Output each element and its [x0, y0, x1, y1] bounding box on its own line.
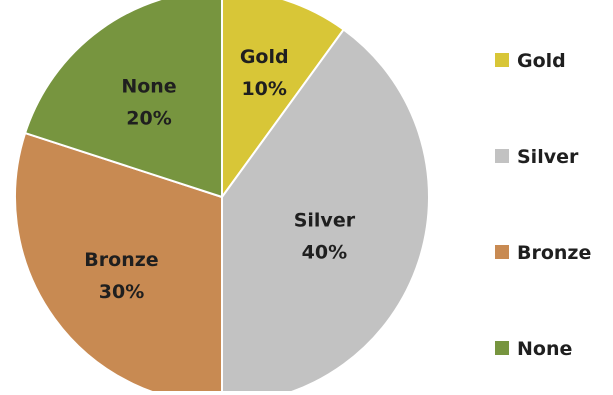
- legend-swatch-bronze: [495, 245, 509, 259]
- slice-label-bronze-value: 30%: [99, 281, 144, 303]
- pie-slice-bronze: [14, 131, 223, 395]
- slice-label-none-value: 20%: [126, 108, 171, 130]
- legend-label-gold: Gold: [517, 50, 566, 72]
- legend-swatch-gold: [495, 53, 509, 67]
- slice-label-gold-name: Gold: [240, 46, 289, 68]
- pie-slice-gold: [221, 0, 346, 201]
- pie-slice-none: [23, 0, 223, 199]
- slice-label-silver-value: 40%: [302, 241, 347, 263]
- slice-label-bronze-name: Bronze: [84, 249, 158, 271]
- slice-label-gold-value: 10%: [241, 78, 286, 100]
- pie-slices: [14, 0, 430, 395]
- legend-label-none: None: [517, 338, 572, 360]
- slice-label-none-name: None: [121, 76, 176, 98]
- legend-label-bronze: Bronze: [517, 242, 591, 264]
- pie-slice-labels: Gold 10% Silver 40% Bronze 30% None 20%: [84, 46, 355, 303]
- slice-label-silver-name: Silver: [294, 209, 356, 231]
- chart-legend: Gold Silver Bronze None: [495, 50, 591, 360]
- legend-label-silver: Silver: [517, 146, 579, 168]
- legend-swatch-silver: [495, 149, 509, 163]
- legend-swatch-none: [495, 341, 509, 355]
